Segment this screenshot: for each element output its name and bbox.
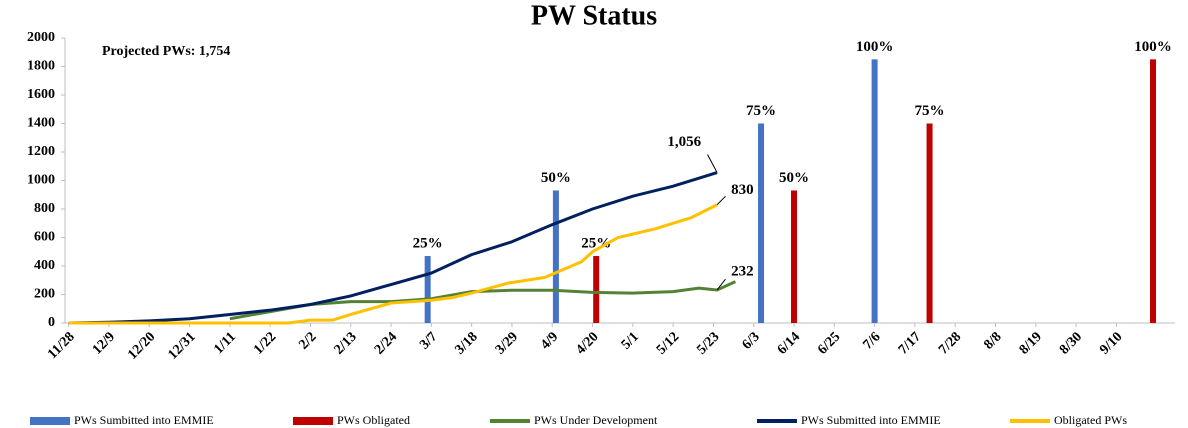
bar	[758, 123, 765, 323]
data-label: 50%	[541, 170, 571, 186]
x-tick-label: 4/9	[538, 329, 561, 352]
leader-line	[707, 154, 718, 173]
data-label: 830	[731, 182, 754, 198]
x-tick-label: 5/12	[654, 329, 682, 357]
x-tick-label: 2/13	[332, 329, 360, 357]
legend-label: PWs Sumbitted into EMMIE	[74, 413, 214, 427]
data-label: 75%	[915, 103, 945, 119]
y-tick-label: 2000	[27, 30, 55, 45]
x-tick-label: 7/28	[936, 329, 964, 357]
y-tick-label: 800	[34, 201, 55, 216]
bar	[926, 123, 933, 323]
x-tick-label: 11/28	[45, 329, 78, 362]
y-tick-label: 1000	[27, 173, 55, 188]
x-tick-label: 1/11	[211, 329, 239, 357]
line	[68, 171, 718, 325]
bar	[1150, 59, 1157, 323]
data-label: 50%	[779, 170, 809, 186]
bar	[552, 190, 559, 323]
data-label: 75%	[746, 103, 776, 119]
legend-label: PWs Obligated	[337, 413, 410, 427]
data-label: 25%	[413, 235, 443, 251]
line	[229, 280, 737, 321]
x-tick-label: 2/2	[296, 329, 319, 352]
data-label: 1,056	[667, 134, 701, 150]
y-tick-label: 600	[34, 230, 55, 245]
x-tick-label: 12/31	[166, 329, 199, 362]
y-tick-label: 0	[48, 315, 55, 330]
x-tick-label: 3/29	[493, 329, 521, 357]
chart-title: PW Status	[531, 0, 657, 31]
y-tick-label: 1600	[27, 87, 55, 102]
bar	[593, 256, 600, 323]
x-tick-label: 12/20	[125, 329, 158, 362]
data-label: 100%	[856, 39, 894, 55]
bar	[424, 256, 431, 323]
x-tick-label: 3/18	[453, 329, 481, 357]
x-tick-label: 8/19	[1017, 329, 1045, 357]
y-tick-label: 400	[34, 258, 55, 273]
legend-swatch	[293, 417, 333, 425]
x-tick-label: 6/3	[740, 329, 763, 352]
bar	[791, 190, 798, 323]
x-tick-label: 5/1	[619, 329, 642, 352]
bar	[871, 59, 878, 323]
x-tick-label: 2/24	[372, 329, 400, 357]
x-tick-label: 8/8	[981, 329, 1004, 352]
legend-label: PWs Submitted into EMMIE	[801, 413, 941, 427]
y-tick-label: 200	[34, 287, 55, 302]
line	[68, 203, 718, 325]
y-tick-label: 1400	[27, 116, 55, 131]
x-tick-label: 7/17	[896, 329, 924, 357]
y-tick-label: 1200	[27, 144, 55, 159]
legend-swatch	[30, 417, 70, 425]
data-label: 25%	[581, 235, 611, 251]
leader-line	[716, 278, 726, 291]
x-tick-label: 5/23	[694, 329, 722, 357]
x-tick-label: 8/30	[1057, 329, 1085, 357]
x-tick-label: 9/10	[1097, 329, 1125, 357]
legend-label: PWs Under Development	[534, 413, 658, 427]
x-tick-label: 6/14	[775, 329, 803, 357]
leader-line	[716, 195, 726, 206]
x-tick-label: 6/25	[815, 329, 843, 357]
data-label: 100%	[1134, 39, 1172, 55]
data-label: 232	[731, 263, 754, 279]
legend-label: Obligated PWs	[1054, 413, 1127, 427]
annotation: Projected PWs: 1,754	[102, 44, 230, 59]
x-tick-label: 3/7	[417, 329, 440, 352]
x-tick-label: 12/9	[90, 329, 118, 357]
y-tick-label: 1800	[27, 59, 55, 74]
x-tick-label: 1/22	[251, 329, 279, 357]
x-tick-label: 7/6	[860, 329, 883, 352]
x-tick-label: 4/20	[573, 329, 601, 357]
